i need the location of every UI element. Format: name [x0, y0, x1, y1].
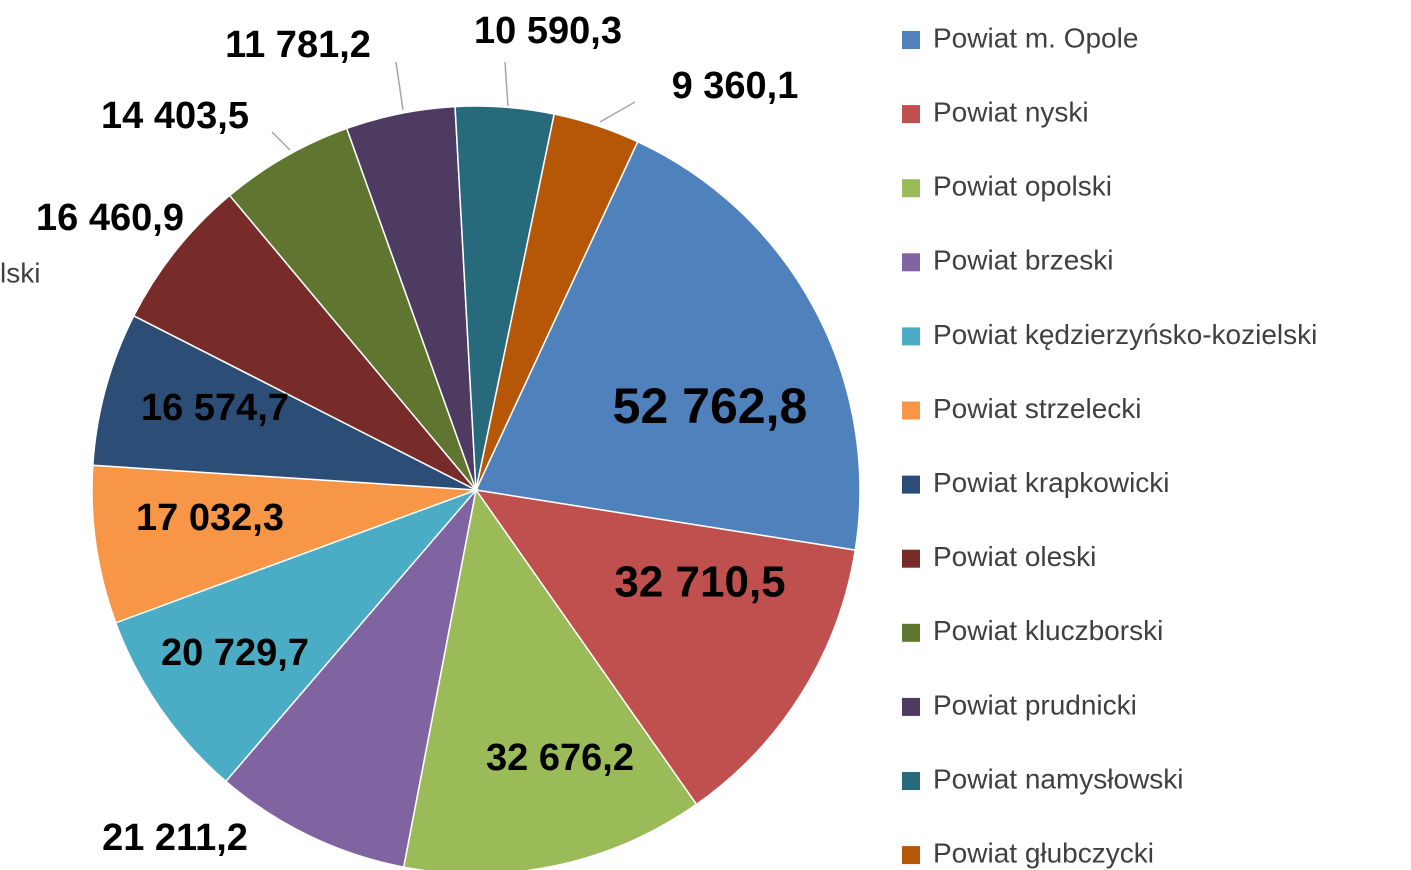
data-label: 16 460,9 — [36, 197, 184, 239]
leader-line — [504, 61, 509, 107]
pie-slice — [474, 140, 861, 552]
pie-slice — [228, 127, 477, 491]
leader-line — [271, 131, 291, 151]
annotation: lski — [0, 257, 40, 288]
pie-slice — [474, 488, 857, 806]
legend-swatch — [902, 549, 920, 568]
pie-slice — [475, 113, 639, 491]
legend-swatch — [902, 623, 920, 642]
legend-label: Powiat kluczborski — [933, 615, 1163, 646]
legend-label: Powiat krapkowicki — [933, 467, 1170, 498]
data-label: 52 762,8 — [613, 378, 808, 434]
pie-slice — [402, 488, 698, 870]
legend-label: Powiat prudnicki — [933, 689, 1137, 720]
legend-label: Powiat opolski — [933, 171, 1112, 202]
legend-swatch — [902, 327, 920, 346]
data-label: 17 032,3 — [136, 497, 284, 539]
data-label: 14 403,5 — [101, 95, 249, 137]
legend-label: Powiat głubczycki — [933, 837, 1154, 868]
legend-label: Powiat brzeski — [933, 245, 1114, 276]
pie-slice — [91, 464, 477, 624]
pie-slice — [132, 194, 477, 491]
legend-label: Powiat nyski — [933, 96, 1089, 127]
legend-label: Powiat m. Opole — [933, 22, 1138, 53]
leader-line — [395, 61, 404, 111]
data-label: 32 676,2 — [486, 737, 634, 779]
legend-swatch — [902, 105, 920, 124]
data-label: 11 781,2 — [225, 24, 371, 66]
pie-slice — [224, 487, 478, 869]
legend-label: Powiat strzelecki — [933, 393, 1142, 424]
legend-swatch — [902, 697, 920, 716]
legend-swatch — [902, 31, 920, 49]
data-label: 32 710,5 — [614, 558, 785, 607]
data-label: 20 729,7 — [161, 632, 309, 674]
legend-swatch — [902, 772, 920, 790]
legend-swatch — [902, 401, 920, 420]
legend-swatch — [902, 475, 920, 494]
legend-swatch — [902, 846, 920, 865]
pie-slice — [114, 488, 479, 783]
leader-line — [599, 101, 636, 123]
data-label: 9 360,1 — [672, 65, 799, 107]
data-label: 10 590,3 — [474, 10, 622, 52]
pie-slice — [92, 314, 477, 491]
legend-label: Powiat namysłowski — [933, 763, 1184, 794]
legend-label: Powiat kędzierzyńsko-kozielski — [933, 319, 1317, 350]
data-label: 16 574,7 — [141, 387, 289, 429]
legend-label: Powiat oleski — [933, 541, 1096, 572]
legend-swatch — [902, 253, 920, 272]
data-label: 21 211,2 — [102, 817, 248, 859]
legend-swatch — [902, 179, 920, 198]
